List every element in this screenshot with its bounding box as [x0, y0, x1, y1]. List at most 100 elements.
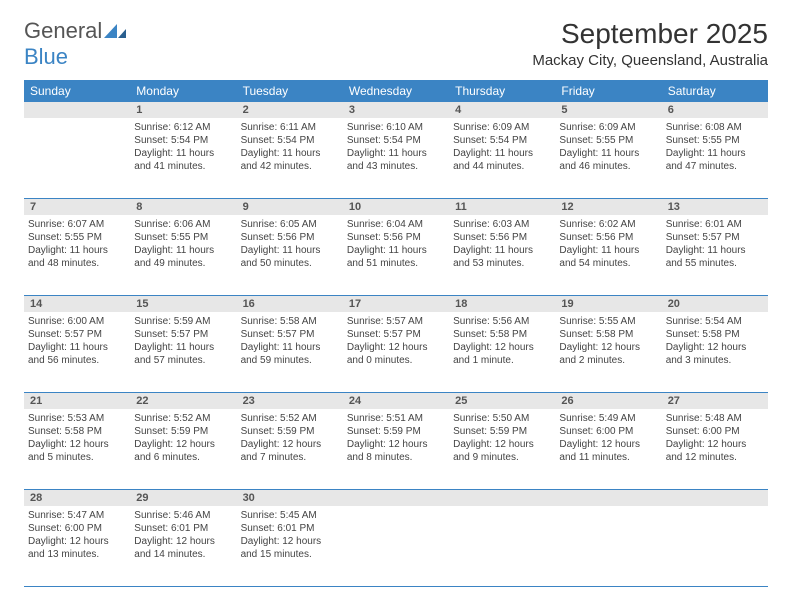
sunset-text: Sunset: 5:58 PM [453, 328, 551, 341]
day-number-row: 123456 [24, 102, 768, 118]
sunrise-text: Sunrise: 5:50 AM [453, 412, 551, 425]
day-cell: Sunrise: 6:10 AMSunset: 5:54 PMDaylight:… [343, 118, 449, 198]
day-number: 19 [555, 296, 661, 312]
daylight-text-2: and 7 minutes. [241, 451, 339, 464]
daylight-text: Daylight: 11 hours [666, 244, 764, 257]
daylight-text-2: and 47 minutes. [666, 160, 764, 173]
logo-text-blue: Blue [24, 44, 68, 69]
day-cell: Sunrise: 5:51 AMSunset: 5:59 PMDaylight:… [343, 409, 449, 489]
logo-text-general: General [24, 18, 102, 43]
day-number: 26 [555, 393, 661, 409]
sunset-text: Sunset: 5:57 PM [241, 328, 339, 341]
day-cell: Sunrise: 6:01 AMSunset: 5:57 PMDaylight:… [662, 215, 768, 295]
day-number: 11 [449, 199, 555, 215]
daylight-text-2: and 57 minutes. [134, 354, 232, 367]
daylight-text-2: and 5 minutes. [28, 451, 126, 464]
calendar: SundayMondayTuesdayWednesdayThursdayFrid… [24, 80, 768, 587]
daylight-text-2: and 53 minutes. [453, 257, 551, 270]
daylight-text-2: and 12 minutes. [666, 451, 764, 464]
day-number: 13 [662, 199, 768, 215]
day-cell: Sunrise: 6:07 AMSunset: 5:55 PMDaylight:… [24, 215, 130, 295]
sunrise-text: Sunrise: 5:49 AM [559, 412, 657, 425]
day-cell: Sunrise: 5:52 AMSunset: 5:59 PMDaylight:… [130, 409, 236, 489]
daylight-text-2: and 13 minutes. [28, 548, 126, 561]
sunrise-text: Sunrise: 5:59 AM [134, 315, 232, 328]
day-cell: Sunrise: 6:09 AMSunset: 5:55 PMDaylight:… [555, 118, 661, 198]
daylight-text-2: and 50 minutes. [241, 257, 339, 270]
sunrise-text: Sunrise: 6:09 AM [453, 121, 551, 134]
daylight-text: Daylight: 12 hours [241, 535, 339, 548]
sunset-text: Sunset: 5:59 PM [134, 425, 232, 438]
sunset-text: Sunset: 5:58 PM [666, 328, 764, 341]
day-number: 29 [130, 490, 236, 506]
sunset-text: Sunset: 5:55 PM [666, 134, 764, 147]
day-number: 12 [555, 199, 661, 215]
day-number: 8 [130, 199, 236, 215]
daylight-text-2: and 48 minutes. [28, 257, 126, 270]
daylight-text: Daylight: 11 hours [241, 147, 339, 160]
sunset-text: Sunset: 5:58 PM [559, 328, 657, 341]
daylight-text: Daylight: 11 hours [134, 244, 232, 257]
daylight-text: Daylight: 12 hours [241, 438, 339, 451]
day-cell: Sunrise: 6:03 AMSunset: 5:56 PMDaylight:… [449, 215, 555, 295]
day-cell: Sunrise: 5:47 AMSunset: 6:00 PMDaylight:… [24, 506, 130, 586]
daylight-text: Daylight: 12 hours [28, 535, 126, 548]
sunset-text: Sunset: 5:57 PM [666, 231, 764, 244]
day-cell: Sunrise: 6:09 AMSunset: 5:54 PMDaylight:… [449, 118, 555, 198]
day-cell [449, 506, 555, 586]
day-number: 5 [555, 102, 661, 118]
daylight-text-2: and 59 minutes. [241, 354, 339, 367]
daylight-text-2: and 8 minutes. [347, 451, 445, 464]
day-number: 22 [130, 393, 236, 409]
daylight-text-2: and 6 minutes. [134, 451, 232, 464]
sunset-text: Sunset: 5:58 PM [28, 425, 126, 438]
sunset-text: Sunset: 5:59 PM [241, 425, 339, 438]
day-number-row: 21222324252627 [24, 393, 768, 409]
daylight-text: Daylight: 12 hours [28, 438, 126, 451]
day-number: 10 [343, 199, 449, 215]
daylight-text-2: and 54 minutes. [559, 257, 657, 270]
week-row: Sunrise: 6:07 AMSunset: 5:55 PMDaylight:… [24, 215, 768, 296]
sunrise-text: Sunrise: 6:09 AM [559, 121, 657, 134]
daylight-text-2: and 1 minute. [453, 354, 551, 367]
daylight-text: Daylight: 12 hours [559, 341, 657, 354]
day-cell: Sunrise: 6:06 AMSunset: 5:55 PMDaylight:… [130, 215, 236, 295]
daylight-text-2: and 14 minutes. [134, 548, 232, 561]
day-number: 21 [24, 393, 130, 409]
day-number: 24 [343, 393, 449, 409]
daylight-text-2: and 43 minutes. [347, 160, 445, 173]
sunset-text: Sunset: 5:59 PM [347, 425, 445, 438]
day-number: 3 [343, 102, 449, 118]
daylight-text: Daylight: 12 hours [134, 535, 232, 548]
day-of-week-header: SundayMondayTuesdayWednesdayThursdayFrid… [24, 80, 768, 102]
day-number: 4 [449, 102, 555, 118]
day-cell: Sunrise: 5:46 AMSunset: 6:01 PMDaylight:… [130, 506, 236, 586]
daylight-text: Daylight: 12 hours [347, 341, 445, 354]
day-cell: Sunrise: 5:55 AMSunset: 5:58 PMDaylight:… [555, 312, 661, 392]
daylight-text-2: and 11 minutes. [559, 451, 657, 464]
sunset-text: Sunset: 5:54 PM [453, 134, 551, 147]
sunrise-text: Sunrise: 6:01 AM [666, 218, 764, 231]
daylight-text: Daylight: 11 hours [666, 147, 764, 160]
title-block: September 2025 Mackay City, Queensland, … [532, 18, 768, 69]
day-number [343, 490, 449, 506]
day-cell: Sunrise: 5:58 AMSunset: 5:57 PMDaylight:… [237, 312, 343, 392]
day-cell: Sunrise: 5:48 AMSunset: 6:00 PMDaylight:… [662, 409, 768, 489]
day-number: 15 [130, 296, 236, 312]
day-cell: Sunrise: 5:49 AMSunset: 6:00 PMDaylight:… [555, 409, 661, 489]
daylight-text-2: and 41 minutes. [134, 160, 232, 173]
day-number: 6 [662, 102, 768, 118]
day-number: 7 [24, 199, 130, 215]
day-number-row: 282930 [24, 490, 768, 506]
sunrise-text: Sunrise: 6:00 AM [28, 315, 126, 328]
sunset-text: Sunset: 5:55 PM [559, 134, 657, 147]
daylight-text-2: and 9 minutes. [453, 451, 551, 464]
sunset-text: Sunset: 5:55 PM [134, 231, 232, 244]
day-number: 20 [662, 296, 768, 312]
daylight-text: Daylight: 12 hours [666, 438, 764, 451]
day-cell: Sunrise: 6:04 AMSunset: 5:56 PMDaylight:… [343, 215, 449, 295]
day-number: 18 [449, 296, 555, 312]
dow-cell: Saturday [662, 80, 768, 102]
day-cell: Sunrise: 6:11 AMSunset: 5:54 PMDaylight:… [237, 118, 343, 198]
day-cell: Sunrise: 5:53 AMSunset: 5:58 PMDaylight:… [24, 409, 130, 489]
